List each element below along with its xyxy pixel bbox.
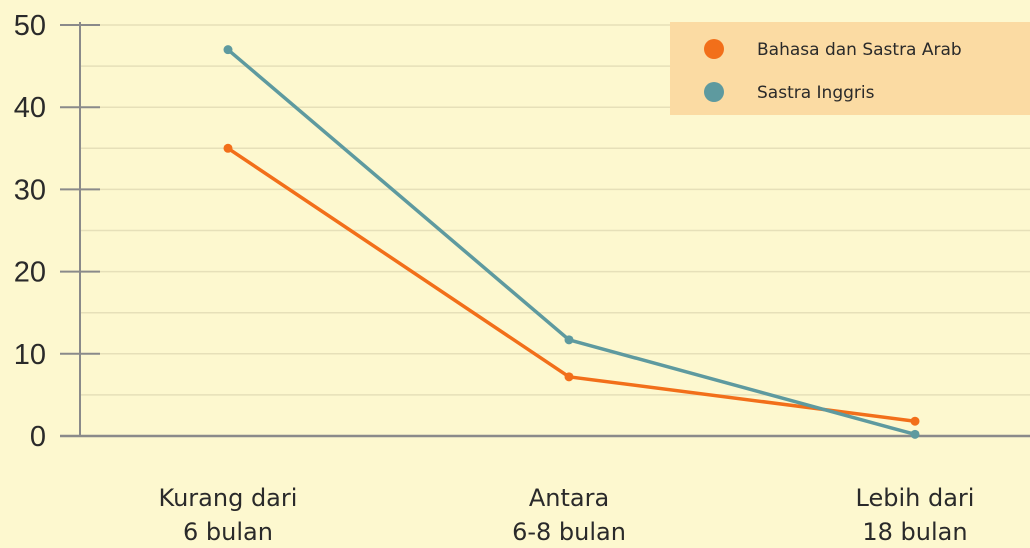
x-tick-label: Kurang dari 6 bulan [159,484,298,546]
legend-item-sastra-inggris: Sastra Inggris [704,82,875,103]
x-tick-label: Lebih dari 18 bulan [856,484,975,546]
x-tick-labels: Kurang dari 6 bulan Antara 6-8 bulan Lebih d… [159,484,975,546]
legend: Bahasa dan Sastra Arab Sastra Inggris [670,22,1030,115]
legend-item-bahasa-arab: Bahasa dan Sastra Arab [704,39,962,60]
data-point [223,45,233,55]
series-lines [223,45,920,439]
y-tick-label: 10 [14,339,46,371]
data-point [223,143,233,153]
data-point [564,335,574,345]
y-tick-label: 0 [30,421,46,453]
legend-marker-bahasa-arab [704,39,724,59]
legend-label-sastra-inggris: Sastra Inggris [757,83,875,103]
legend-label-bahasa-arab: Bahasa dan Sastra Arab [757,40,962,60]
y-tick-label: 20 [14,257,46,289]
data-point [564,372,574,382]
axes: 0 10 20 30 40 50 [14,10,1030,453]
y-tick-label: 40 [14,92,46,124]
legend-marker-sastra-inggris [704,82,724,102]
legend-background [670,22,1030,115]
y-tick-label: 30 [14,174,46,206]
y-tick-label: 50 [14,10,46,42]
data-point [910,416,920,426]
data-point [910,429,920,439]
x-tick-label: Antara 6-8 bulan [512,484,626,546]
